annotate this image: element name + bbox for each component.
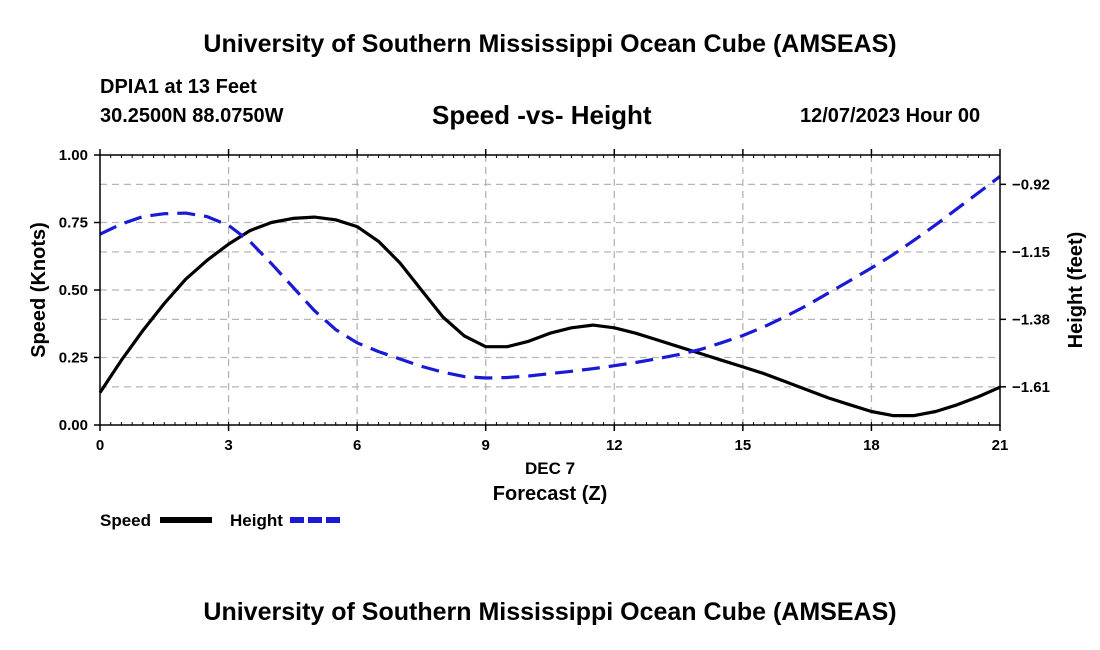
y2-tick-label: −1.61: [1012, 379, 1050, 396]
y-tick-label: 0.50: [59, 282, 88, 299]
x-tick-label: 0: [96, 437, 104, 454]
x-axis-label: Forecast (Z): [493, 483, 607, 505]
x-tick-label: 21: [992, 437, 1009, 454]
y2-axis-label: Height (feet): [1065, 232, 1087, 349]
footer-title: University of Southern Mississippi Ocean…: [203, 598, 897, 626]
x-axis-sublabel: DEC 7: [525, 459, 575, 478]
y2-tick-label: −1.15: [1012, 244, 1050, 261]
x-tick-label: 18: [863, 437, 880, 454]
station-label: DPIA1 at 13 Feet: [100, 76, 257, 98]
y2-tick-label: −1.38: [1012, 311, 1050, 328]
y-axis-label: Speed (Knots): [28, 222, 50, 358]
x-tick-label: 12: [606, 437, 623, 454]
x-tick-label: 6: [353, 437, 361, 454]
legend-label-speed: Speed: [100, 511, 151, 530]
y-tick-label: 0.25: [59, 350, 88, 367]
chart-legend: Speed Height: [100, 511, 342, 530]
station-coordinates: 30.2500N 88.0750W: [100, 105, 284, 127]
x-tick-label: 15: [735, 437, 752, 454]
series-line-height: [99, 175, 1001, 380]
y2-tick-label: −0.92: [1012, 176, 1050, 193]
x-tick-label: 3: [224, 437, 232, 454]
y-tick-label: 1.00: [59, 147, 88, 164]
legend-label-height: Height: [230, 511, 283, 530]
chart-grid: [100, 155, 1000, 425]
y-tick-label: 0.00: [59, 417, 88, 434]
y-tick-label: 0.75: [59, 215, 88, 232]
forecast-datetime: 12/07/2023 Hour 00: [800, 105, 981, 127]
series-line-speed: [98, 215, 1001, 418]
x-tick-label: 9: [482, 437, 490, 454]
chart-title: Speed -vs- Height: [432, 100, 652, 130]
chart-series: [98, 175, 1001, 418]
chart-axes: 0 3 6 9 12 15 18 21 0.00 0.25 0.50 0.75 1.00 −0.92 −1.…: [28, 147, 1087, 505]
page-title: University of Southern Mississippi Ocean…: [203, 30, 897, 58]
